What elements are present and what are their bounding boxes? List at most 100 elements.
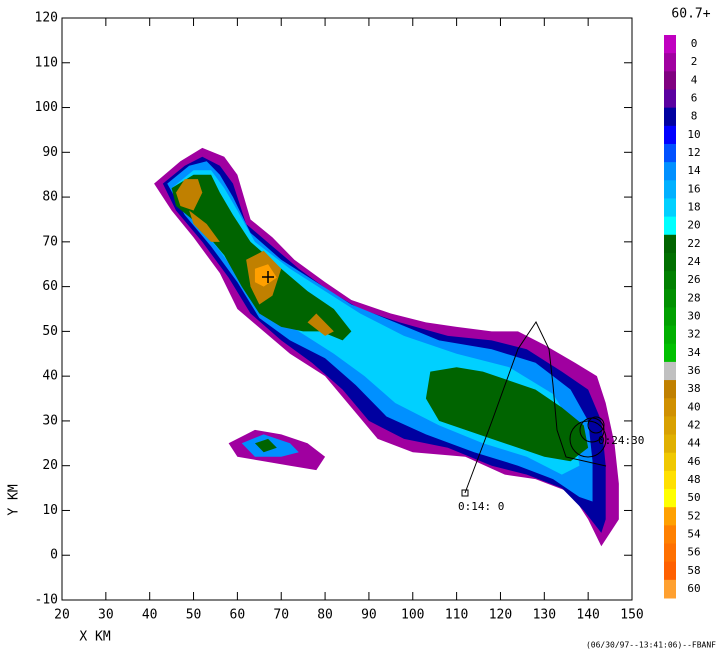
colorbar-swatch [664, 380, 676, 399]
colorbar-label: 60 [687, 582, 700, 595]
colorbar-swatch [664, 180, 676, 199]
colorbar-swatch [664, 507, 676, 526]
colorbar-label: 58 [687, 564, 700, 577]
x-tick-label: 50 [186, 608, 202, 623]
colorbar-swatch [664, 198, 676, 218]
colorbar-label: 6 [691, 92, 698, 105]
colorbar-swatch [664, 470, 676, 490]
footer: (06/30/97--13:41:06)--FBANF [586, 641, 716, 650]
colorbar-label: 2 [691, 55, 698, 68]
reflectivity-contour [189, 210, 220, 242]
colorbar-label: 18 [687, 201, 700, 214]
cell-circle [587, 416, 605, 434]
colorbar-label: 16 [687, 182, 700, 195]
x-tick-label: 30 [98, 608, 114, 623]
y-tick-label: 0 [50, 548, 58, 563]
colorbar-label: 38 [687, 382, 700, 395]
colorbar-swatch [664, 398, 676, 417]
colorbar-swatch [664, 416, 676, 436]
colorbar-swatch [664, 162, 676, 181]
y-tick-label: 40 [42, 369, 58, 384]
colorbar-label: 54 [687, 527, 701, 540]
colorbar-label: 52 [687, 509, 700, 522]
reflectivity-contour [425, 367, 589, 462]
y-tick-label: 30 [42, 413, 58, 428]
colorbar-swatch [664, 561, 676, 581]
radar-field [154, 147, 619, 547]
x-tick-label: 40 [142, 608, 158, 623]
colorbar-swatch [664, 525, 676, 545]
x-tick-label: 20 [54, 608, 70, 623]
colorbar-swatch [664, 325, 676, 345]
track-start [461, 489, 469, 497]
colorbar-swatch [664, 579, 676, 599]
x-tick-label: 70 [273, 608, 289, 623]
reflectivity-contour [254, 438, 277, 453]
x-tick-label: 80 [317, 608, 333, 623]
plot-frame [61, 17, 633, 601]
y-tick-label: 80 [42, 190, 58, 205]
colorbar-swatch [664, 35, 676, 54]
y-tick-label: 20 [42, 458, 58, 473]
y-tick-label: 10 [42, 503, 58, 518]
y-tick-label: 50 [42, 324, 58, 339]
colorbar-label: 0 [691, 37, 698, 50]
colorbar-label: 4 [691, 73, 698, 86]
colorbar-swatch [664, 71, 676, 90]
colorbar-label: 26 [687, 273, 700, 286]
y-tick-label: 90 [42, 145, 58, 160]
colorbar-label: 10 [687, 128, 700, 141]
colorbar-label: 28 [687, 291, 700, 304]
x-tick-label: 60 [230, 608, 246, 623]
colorbar-label: 44 [687, 437, 701, 450]
x-tick-label: 130 [533, 608, 556, 623]
colorbar-swatch [664, 434, 676, 454]
colorbar-label: 56 [687, 546, 700, 559]
colorbar-label: 50 [687, 491, 700, 504]
y-tick-label: 60 [42, 279, 58, 294]
colorbar-label: 48 [687, 473, 700, 486]
storm-track [464, 320, 607, 494]
annotation: 0:14: 0 [458, 500, 504, 513]
y-tick-label: 110 [35, 55, 58, 70]
x-tick-label: 90 [361, 608, 377, 623]
x-axis-label: X KM [79, 630, 110, 645]
x-tick-label: 140 [576, 608, 599, 623]
reflectivity-contour [307, 313, 334, 336]
y-tick-label: 100 [35, 100, 58, 115]
x-tick-label: 100 [401, 608, 424, 623]
y-tick-label: 70 [42, 234, 58, 249]
colorbar-label: 40 [687, 400, 700, 413]
colorbar-label: 22 [687, 237, 700, 250]
colorbar-label: 34 [687, 346, 701, 359]
colorbar-swatch [664, 252, 676, 272]
y-tick-label: 120 [35, 11, 58, 26]
colorbar-swatch [664, 361, 676, 381]
y-tick-label: -10 [35, 593, 58, 608]
colorbar-label: 32 [687, 328, 700, 341]
annotation: 0:24:30 [598, 434, 644, 447]
colorbar-swatch [664, 107, 676, 127]
colorbar-label: 14 [687, 164, 701, 177]
colorbar-swatch [664, 216, 676, 236]
y-axis-label: Y KM [7, 484, 22, 515]
colorbar-swatch [664, 143, 676, 163]
colorbar-swatch [664, 125, 676, 145]
colorbar-swatch [664, 234, 676, 254]
colorbar-label: 24 [687, 255, 701, 268]
colorbar-swatch [664, 271, 676, 290]
colorbar-swatch [664, 307, 676, 327]
center-marker [262, 271, 274, 283]
colorbar-swatch [664, 452, 676, 472]
colorbar-label: 12 [687, 146, 700, 159]
colorbar-swatch [664, 289, 676, 308]
reflectivity-contour [176, 179, 203, 211]
colorbar-label: 46 [687, 455, 700, 468]
colorbar-label: 8 [691, 110, 698, 123]
x-tick-label: 110 [445, 608, 468, 623]
colorbar-label: 36 [687, 364, 700, 377]
colorbar-label: 20 [687, 219, 700, 232]
colorbar-label: 30 [687, 310, 700, 323]
